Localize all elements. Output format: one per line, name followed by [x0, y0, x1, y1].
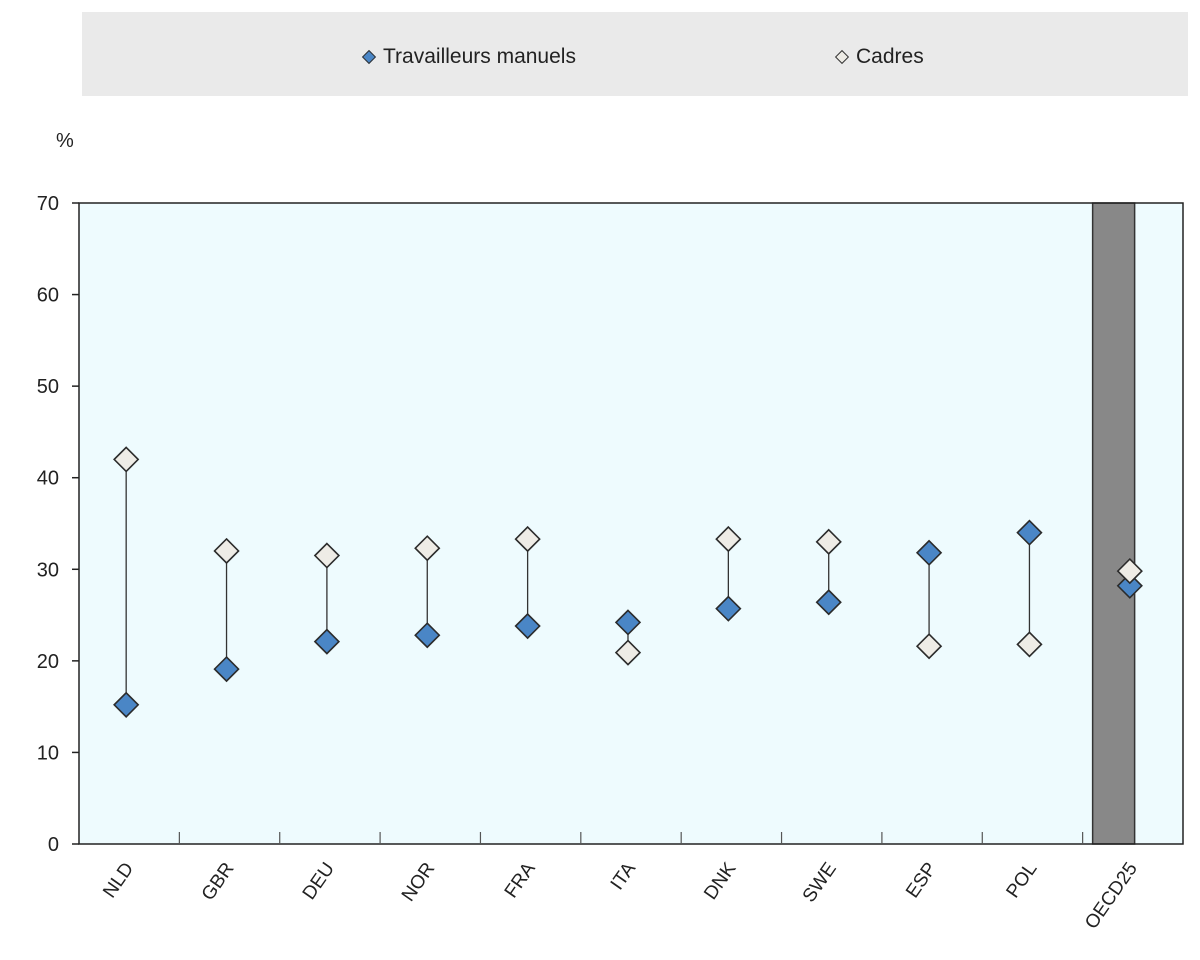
point-cadres-nor	[414, 535, 441, 562]
legend-label-manual: Travailleurs manuels	[383, 45, 576, 68]
x-tick-label-deu: DEU	[299, 859, 339, 904]
point-cadres-oecd25	[1116, 557, 1143, 585]
legend-item-manual: Travailleurs manuels	[361, 45, 576, 69]
point-manual-dnk	[715, 595, 742, 622]
point-manual-nor	[414, 622, 441, 649]
x-tick-label-dnk: DNK	[700, 859, 740, 904]
point-cadres-pol	[1016, 631, 1043, 658]
y-tick-label: 40	[37, 468, 59, 490]
x-tick-label-fra: FRA	[501, 859, 540, 902]
point-cadres-nld	[113, 446, 140, 473]
y-tick-label: 0	[48, 834, 59, 856]
point-cadres-fra	[514, 525, 541, 553]
point-manual-esp	[915, 539, 943, 566]
point-cadres-deu	[313, 542, 341, 569]
point-manual-oecd25	[1116, 572, 1143, 599]
y-tick-label: 70	[37, 193, 59, 215]
x-tick-label-esp: ESP	[902, 859, 941, 902]
x-tick-label-gbr: GBR	[198, 859, 239, 905]
y-tick-label: 10	[37, 742, 59, 764]
y-tick-label: 60	[37, 285, 59, 307]
point-cadres-ita	[614, 639, 642, 666]
point-cadres-gbr	[213, 537, 240, 565]
y-axis-unit-label: %	[56, 130, 74, 152]
point-manual-ita	[614, 609, 642, 636]
highlight-column	[1091, 202, 1136, 845]
y-tick-label: 20	[37, 651, 59, 673]
point-cadres-esp	[915, 633, 943, 660]
x-tick-label-ita: ITA	[607, 859, 641, 894]
point-manual-gbr	[213, 655, 240, 683]
point-cadres-dnk	[715, 525, 742, 553]
point-cadres-swe	[815, 528, 842, 555]
x-tick-label-swe: SWE	[799, 859, 841, 906]
point-manual-swe	[815, 589, 842, 616]
plot-frame	[78, 202, 1184, 845]
point-manual-deu	[313, 628, 341, 655]
x-tick-label-nor: NOR	[398, 859, 439, 906]
y-tick-label: 50	[37, 376, 59, 398]
legend-label-cadres: Cadres	[856, 45, 924, 68]
legend: Travailleurs manuels Cadres	[82, 12, 1188, 96]
x-tick-label-pol: POL	[1003, 859, 1042, 902]
legend-item-cadres: Cadres	[834, 45, 924, 69]
y-tick-label: 30	[37, 559, 59, 581]
point-manual-nld	[113, 691, 140, 718]
x-tick-label-nld: NLD	[99, 859, 138, 902]
point-manual-fra	[514, 612, 541, 640]
plot-area	[79, 203, 1183, 844]
point-manual-pol	[1016, 519, 1043, 546]
x-tick-label-oecd25: OECD25	[1081, 859, 1142, 933]
